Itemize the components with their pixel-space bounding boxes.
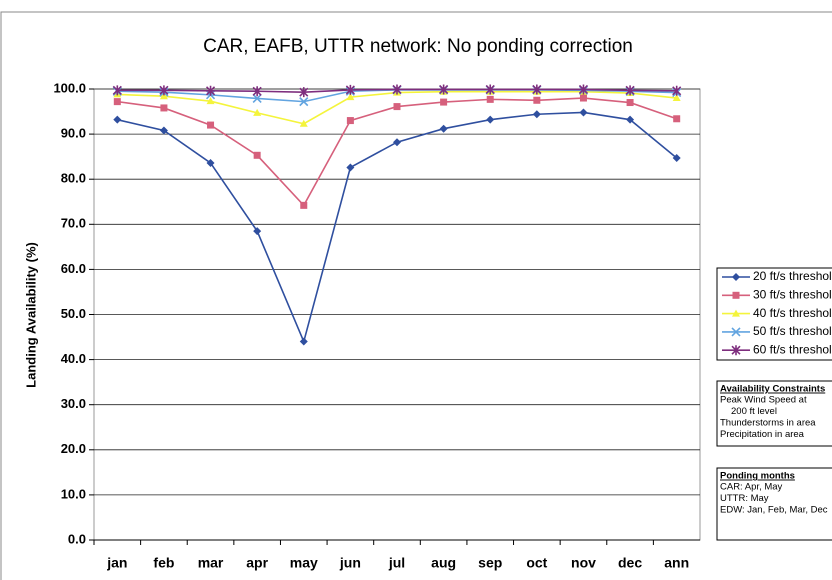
marker <box>299 87 309 98</box>
marker <box>731 327 741 337</box>
x-tick-label: apr <box>246 555 268 571</box>
marker <box>532 110 541 119</box>
marker <box>626 99 634 107</box>
x-tick-label: dec <box>618 555 642 571</box>
marker <box>206 97 215 105</box>
y-tick-label: 90.0 <box>61 126 86 141</box>
marker <box>299 97 309 107</box>
marker <box>393 103 401 111</box>
marker <box>486 95 494 103</box>
y-tick-label: 30.0 <box>61 396 86 411</box>
marker <box>579 108 588 117</box>
marker <box>625 85 635 96</box>
marker <box>206 158 215 167</box>
note-line: UTTR: May <box>720 493 769 504</box>
y-tick-label: 50.0 <box>61 306 86 321</box>
marker <box>253 151 261 159</box>
marker <box>253 108 262 116</box>
marker <box>732 291 740 299</box>
note-line: Precipitation in area <box>720 429 805 440</box>
y-tick-label: 0.0 <box>68 531 86 546</box>
note-box <box>716 467 832 541</box>
x-tick-label: may <box>290 555 318 571</box>
marker <box>159 92 168 100</box>
note-title: Ponding months <box>720 471 795 482</box>
marker <box>731 345 741 356</box>
marker <box>578 84 589 95</box>
marker <box>439 84 449 95</box>
y-tick-label: 80.0 <box>61 171 86 186</box>
marker <box>346 93 355 101</box>
marker <box>159 126 168 135</box>
marker <box>345 84 355 95</box>
marker <box>252 86 262 97</box>
note-box <box>716 380 832 447</box>
y-tick-label: 10.0 <box>61 486 86 501</box>
x-tick-label: nov <box>571 555 596 571</box>
marker <box>533 96 541 104</box>
marker <box>253 227 262 236</box>
note-line: 200 ft level <box>731 406 777 417</box>
x-tick-label: oct <box>526 555 547 571</box>
marker <box>207 121 215 129</box>
y-tick-label: 40.0 <box>61 351 86 366</box>
marker <box>299 119 308 127</box>
x-tick-label: mar <box>198 555 224 571</box>
marker <box>392 84 402 95</box>
marker <box>160 104 168 112</box>
legend-label: 40 ft/s threshold <box>753 306 832 320</box>
y-tick-label: 20.0 <box>61 441 86 456</box>
note-line: Thunderstorms in area <box>720 418 816 429</box>
marker <box>732 273 740 281</box>
marker <box>673 115 681 123</box>
marker <box>626 115 635 124</box>
x-tick-label: feb <box>153 555 174 571</box>
x-tick-label: sep <box>478 555 502 571</box>
marker <box>579 94 587 102</box>
marker <box>532 84 542 95</box>
marker <box>672 94 681 102</box>
marker <box>159 85 169 96</box>
marker <box>439 124 448 133</box>
note-line: CAR: Apr, May <box>720 482 783 493</box>
marker <box>252 93 262 104</box>
legend-label: 60 ft/s threshold <box>753 342 832 356</box>
y-tick-label: 70.0 <box>61 216 86 231</box>
x-tick-label: aug <box>431 555 456 571</box>
marker <box>732 309 740 317</box>
marker <box>299 337 308 346</box>
chart-title: CAR, EAFB, UTTR network: No ponding corr… <box>203 36 633 57</box>
note-title: Availability Constraints <box>720 384 825 395</box>
legend-label: 30 ft/s threshold <box>753 287 832 301</box>
y-axis-label: Landing Availability (%) <box>23 242 38 388</box>
x-tick-label: jan <box>106 555 127 571</box>
y-tick-label: 60.0 <box>61 261 86 276</box>
marker <box>485 84 495 95</box>
x-tick-label: jul <box>388 555 405 571</box>
legend-label: 50 ft/s threshold <box>753 324 832 338</box>
x-tick-label: ann <box>664 555 689 571</box>
x-tick-label: jun <box>339 555 361 571</box>
note-line: EDW: Jan, Feb, Mar, Dec <box>720 505 828 516</box>
marker <box>672 85 682 96</box>
marker <box>346 163 355 172</box>
marker <box>672 154 681 163</box>
y-tick-label: 100.0 <box>53 80 86 95</box>
marker <box>205 85 216 96</box>
marker <box>113 98 121 106</box>
marker <box>112 85 122 96</box>
marker <box>486 115 495 124</box>
marker <box>440 98 448 106</box>
marker <box>300 201 308 209</box>
legend-label: 20 ft/s threshold <box>753 269 832 283</box>
marker <box>346 117 354 125</box>
note-line: Peak Wind Speed at <box>720 395 807 406</box>
marker <box>393 138 401 147</box>
marker <box>113 115 122 124</box>
